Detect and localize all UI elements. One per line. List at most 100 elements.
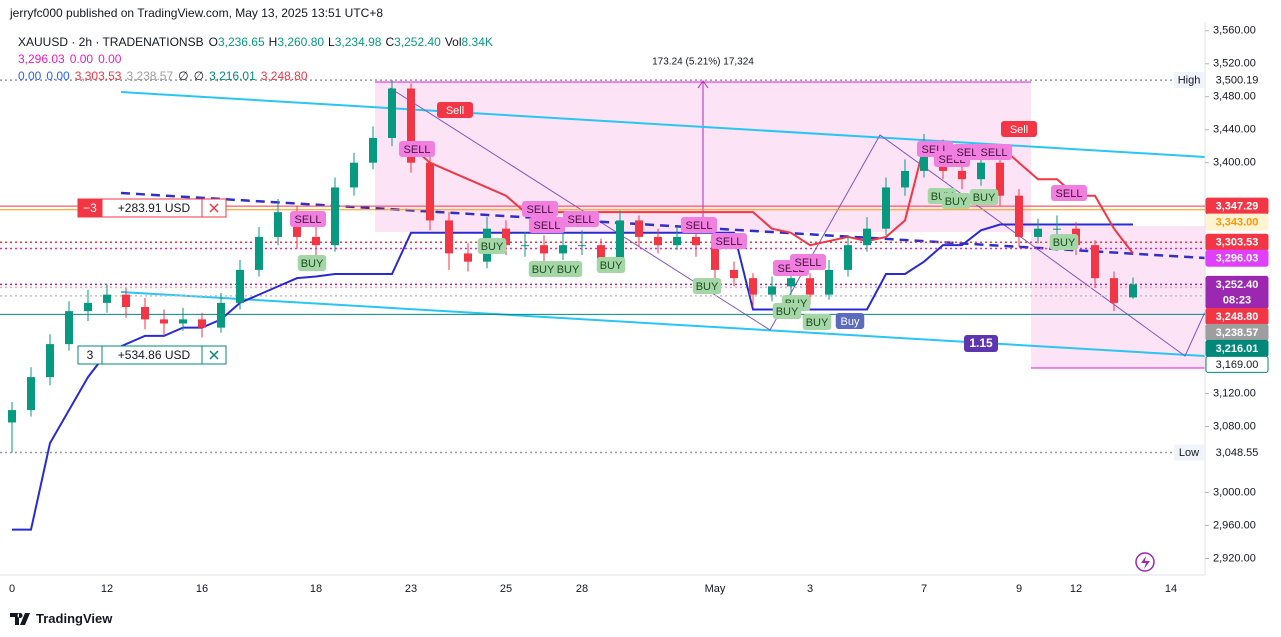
signal-tag: BUY <box>532 264 555 276</box>
candle-body <box>464 253 472 262</box>
signal-tag-box <box>711 233 747 249</box>
price-label-box <box>1205 249 1269 267</box>
ratio-label: 1.15 <box>969 336 993 350</box>
signal-tag: BUY <box>696 281 719 293</box>
position-close[interactable] <box>209 350 219 360</box>
candle-body <box>27 377 35 411</box>
signal-tag-box <box>290 211 326 227</box>
candle-body <box>673 236 681 246</box>
indicator-value: 3,216.01 <box>209 69 256 83</box>
candle-body <box>122 294 130 308</box>
signal-tag-box <box>528 261 558 277</box>
signal-tag: Buy <box>841 316 860 328</box>
x-tick-label: 9 <box>1016 583 1022 595</box>
candle-body <box>331 187 339 246</box>
signal-tag: BUY <box>600 260 623 272</box>
signal-tag-box <box>976 144 1012 160</box>
x-tick-label: May <box>705 583 726 595</box>
candle-body <box>103 294 111 303</box>
byline-text: jerryfc000 published on TradingView.com,… <box>10 6 383 20</box>
candle-body <box>255 236 263 270</box>
x-tick-label: 14 <box>1165 583 1177 595</box>
candle-body <box>1053 228 1061 230</box>
ohlc-item: O3,236.65 <box>209 35 265 49</box>
candle-body <box>920 146 928 171</box>
candle-body <box>274 212 282 237</box>
ohlc-key: Vol <box>444 35 462 49</box>
signal-tag: BUY <box>1053 237 1076 249</box>
ratio-box <box>964 335 998 352</box>
position-pnl: +283.91 USD <box>118 201 191 215</box>
signal-tag: SELL <box>795 257 822 269</box>
indicator-value: 0.00 <box>46 69 70 83</box>
price-label: 3,296.03 <box>1216 253 1259 265</box>
trend-line <box>120 91 1206 158</box>
x-tick-label: 28 <box>576 583 588 595</box>
candle-body <box>996 162 1004 196</box>
alert-icon-bolt <box>1141 556 1150 569</box>
candle-body <box>616 220 624 262</box>
signal-tag: SELL <box>568 214 595 226</box>
candle-body <box>160 319 168 324</box>
signal-tag-box <box>522 201 558 217</box>
signal-tag-box <box>563 211 599 227</box>
indicator-line <box>12 223 1133 531</box>
candle-body <box>369 137 377 163</box>
indicator-value: ∅ <box>193 69 205 83</box>
signal-tag-box <box>772 303 802 319</box>
candle-body <box>958 170 966 180</box>
ohlc-value: 3,260.80 <box>277 35 325 49</box>
signal-tag: SELL <box>716 236 743 248</box>
candle-body <box>445 220 453 254</box>
candle-body <box>1091 245 1099 279</box>
signal-tag: SELL <box>1056 188 1083 200</box>
candle-body <box>521 245 529 247</box>
signal-tag: SELL <box>534 220 561 232</box>
ohlc-key: H <box>268 35 278 49</box>
signal-tag: Sell <box>446 105 464 117</box>
price-tag: High <box>1178 74 1201 86</box>
candle-body <box>768 286 776 295</box>
x-tick-label: 23 <box>405 583 417 595</box>
position-close[interactable] <box>209 203 219 213</box>
candle-body <box>350 162 358 188</box>
signal-tag-box <box>681 217 717 233</box>
candle-body <box>901 170 909 188</box>
ohlc-item: Vol8.34K <box>445 35 493 49</box>
ohlc-value: 8.34K <box>461 35 493 49</box>
symbol: XAUUSD · 2h · TRADENATIONSB <box>18 35 204 49</box>
position-qty-box <box>77 198 103 218</box>
x-tick-label: 3 <box>807 583 813 595</box>
price-tag-box <box>1174 444 1205 461</box>
measure-arrow-head <box>697 80 709 89</box>
y-tick-label: 3,080.00 <box>1213 420 1256 432</box>
signal-tag: BUY <box>973 192 996 204</box>
signal-tag-box <box>835 313 865 329</box>
legend-row: 3,296.03 0.00 0.00 <box>18 52 121 66</box>
candle-body <box>1129 284 1137 298</box>
ohlc-key: O <box>208 35 218 49</box>
footer: TradingView <box>10 611 112 626</box>
candle-body <box>654 236 662 246</box>
candle-body <box>65 311 73 345</box>
indicator-value: 0.00 <box>69 52 94 66</box>
candle-body <box>806 278 814 295</box>
ohlc-value: 3,236.65 <box>217 35 265 49</box>
signal-tag-box <box>969 189 999 205</box>
ohlc-value: 3,252.40 <box>394 35 441 49</box>
candle-body <box>578 245 586 247</box>
candle-body <box>312 236 320 246</box>
alert-icon[interactable] <box>1135 552 1155 572</box>
legend-row: XAUUSD · 2h · TRADENATIONSB O3,236.65 H3,2… <box>18 35 493 49</box>
y-tick-label: 3,400.00 <box>1213 157 1256 169</box>
price-label: 3,048.55 <box>1216 447 1259 459</box>
y-tick-label: 3,480.00 <box>1213 91 1256 103</box>
ohlc-key: C <box>385 35 395 49</box>
y-tick-label: 3,440.00 <box>1213 124 1256 136</box>
x-tick-label: 0 <box>9 583 15 595</box>
signal-tag: BUY <box>557 264 580 276</box>
indicator-value: 3,238.57 <box>126 69 174 83</box>
candle-body <box>711 245 719 270</box>
candle-body <box>749 278 757 295</box>
